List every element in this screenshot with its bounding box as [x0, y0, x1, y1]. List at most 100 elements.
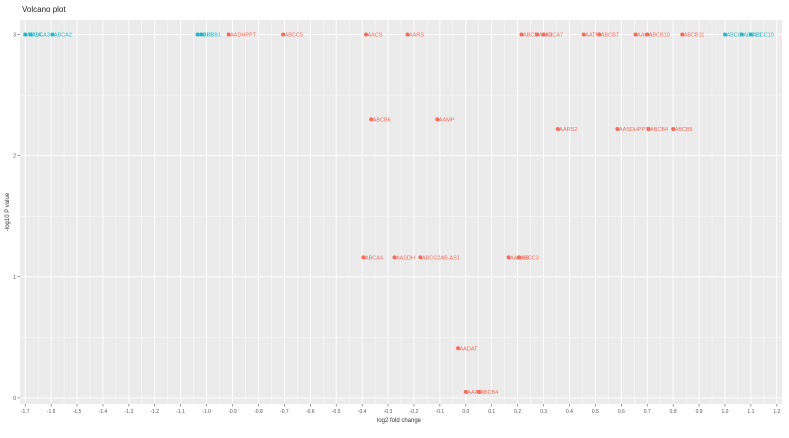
data-point [28, 32, 33, 37]
x-axis: -1.7 -1.6 -1.5 -1.4 -1.3 -1.2 -1.1 -1.0 -0.9 -0.8… [21, 404, 781, 415]
data-point [281, 32, 286, 37]
x-tick-label: 0.0 [462, 409, 469, 415]
data-point [364, 32, 369, 37]
x-tick-label: -0.6 [306, 409, 315, 415]
x-tick-label: 0.3 [540, 409, 547, 415]
point-label: ABCA [27, 33, 42, 39]
point-label: ABCA4 [365, 255, 383, 261]
grid-lines [20, 20, 782, 404]
data-point [369, 117, 374, 122]
data-point [418, 255, 423, 260]
data-point [519, 32, 524, 37]
point-label: ABCB [523, 33, 538, 39]
point-label: ABCB6 [373, 117, 391, 123]
x-tick-label: 0.6 [618, 409, 625, 415]
x-tick-label: 0.1 [488, 409, 495, 415]
x-tick-label: -1.6 [47, 409, 56, 415]
point-label: AASDH [396, 255, 415, 261]
x-tick-label: 1.0 [722, 409, 729, 415]
data-point [615, 127, 620, 132]
data-point [435, 117, 440, 122]
x-tick-label: -0.5 [332, 409, 341, 415]
x-tick-label: -0.3 [384, 409, 393, 415]
x-tick-label: 1.2 [773, 409, 780, 415]
x-tick-label: -1.7 [21, 409, 30, 415]
data-point [581, 32, 586, 37]
x-tick-label: -1.2 [150, 409, 159, 415]
point-label: ABCB4 [650, 127, 668, 133]
point-label: ABCC [726, 33, 741, 39]
data-point [199, 32, 204, 37]
x-tick-label: -1.1 [176, 409, 185, 415]
data-point [476, 389, 481, 394]
point-label: ABCA2 [54, 33, 72, 39]
x-tick-label: -1.0 [202, 409, 211, 415]
x-tick-label: 1.1 [747, 409, 754, 415]
chart-title: Volcano plot [22, 5, 66, 14]
y-axis: 0 1 2 3 [13, 33, 20, 402]
point-label: AADAT [460, 346, 479, 352]
data-point [646, 127, 651, 132]
point-label: AAMP [439, 117, 455, 123]
point-label: AARS2 [559, 127, 577, 133]
x-tick-label: -0.4 [358, 409, 367, 415]
data-point [541, 32, 546, 37]
x-axis-title: log2 fold change [377, 418, 422, 424]
data-point [226, 32, 231, 37]
x-tick-label: 0.4 [566, 409, 573, 415]
data-point [195, 32, 200, 37]
data-point [748, 32, 753, 37]
y-axis-title: -log10 P value [5, 192, 11, 231]
x-tick-label: -0.7 [280, 409, 289, 415]
point-label: ABCA3 [32, 33, 50, 39]
x-tick-label: -1.5 [73, 409, 82, 415]
data-point [671, 127, 676, 132]
point-label: ABCB7 [601, 33, 619, 39]
x-tick-label: -0.1 [436, 409, 445, 415]
data-point [645, 32, 650, 37]
data-point [506, 255, 511, 260]
y-tick-label: 2 [13, 154, 16, 160]
point-label: ABCB10 [649, 33, 670, 39]
point-label: ABCB4 [480, 390, 498, 396]
point-label: AAAS [467, 390, 482, 396]
x-tick-label: -1.4 [99, 409, 108, 415]
point-label: ABCC5 [285, 33, 303, 39]
point-label: AARS [409, 33, 424, 39]
point-label: ABCB11 [684, 33, 705, 39]
point-label: ABCA7 [545, 33, 563, 39]
x-tick-label: -0.2 [410, 409, 419, 415]
point-label: ABCB5 [675, 127, 693, 133]
data-point [392, 255, 397, 260]
y-tick-label: 3 [13, 33, 16, 39]
data-point [23, 32, 28, 37]
point-label: AAK1 [539, 33, 553, 39]
data-point [463, 389, 468, 394]
point-label: AASDHPPT [619, 127, 649, 133]
data-point [456, 346, 461, 351]
point-label: ABCC3 [520, 255, 538, 261]
point-label: AAGA [637, 33, 653, 39]
data-point [361, 255, 366, 260]
y-tick-label: 0 [13, 396, 16, 402]
point-label: ABCB [199, 33, 214, 39]
y-tick-label: 1 [13, 275, 16, 281]
point-label: ABCC10 [752, 33, 773, 39]
data-point [405, 32, 410, 37]
x-tick-label: 0.5 [592, 409, 599, 415]
x-tick-label: 0.7 [644, 409, 651, 415]
x-tick-label: 0.8 [670, 409, 677, 415]
data-point [50, 32, 55, 37]
x-tick-label: -0.9 [228, 409, 237, 415]
data-point [722, 32, 727, 37]
x-tick-label: 0.2 [514, 409, 521, 415]
data-point [535, 32, 540, 37]
point-label: ABCB1 [203, 33, 221, 39]
x-tick-label: -1.3 [125, 409, 134, 415]
point-label: AACS [368, 33, 383, 39]
point-label: ABCC2AB-AS1 [422, 255, 460, 261]
data-point [516, 255, 521, 260]
data-point [555, 127, 560, 132]
